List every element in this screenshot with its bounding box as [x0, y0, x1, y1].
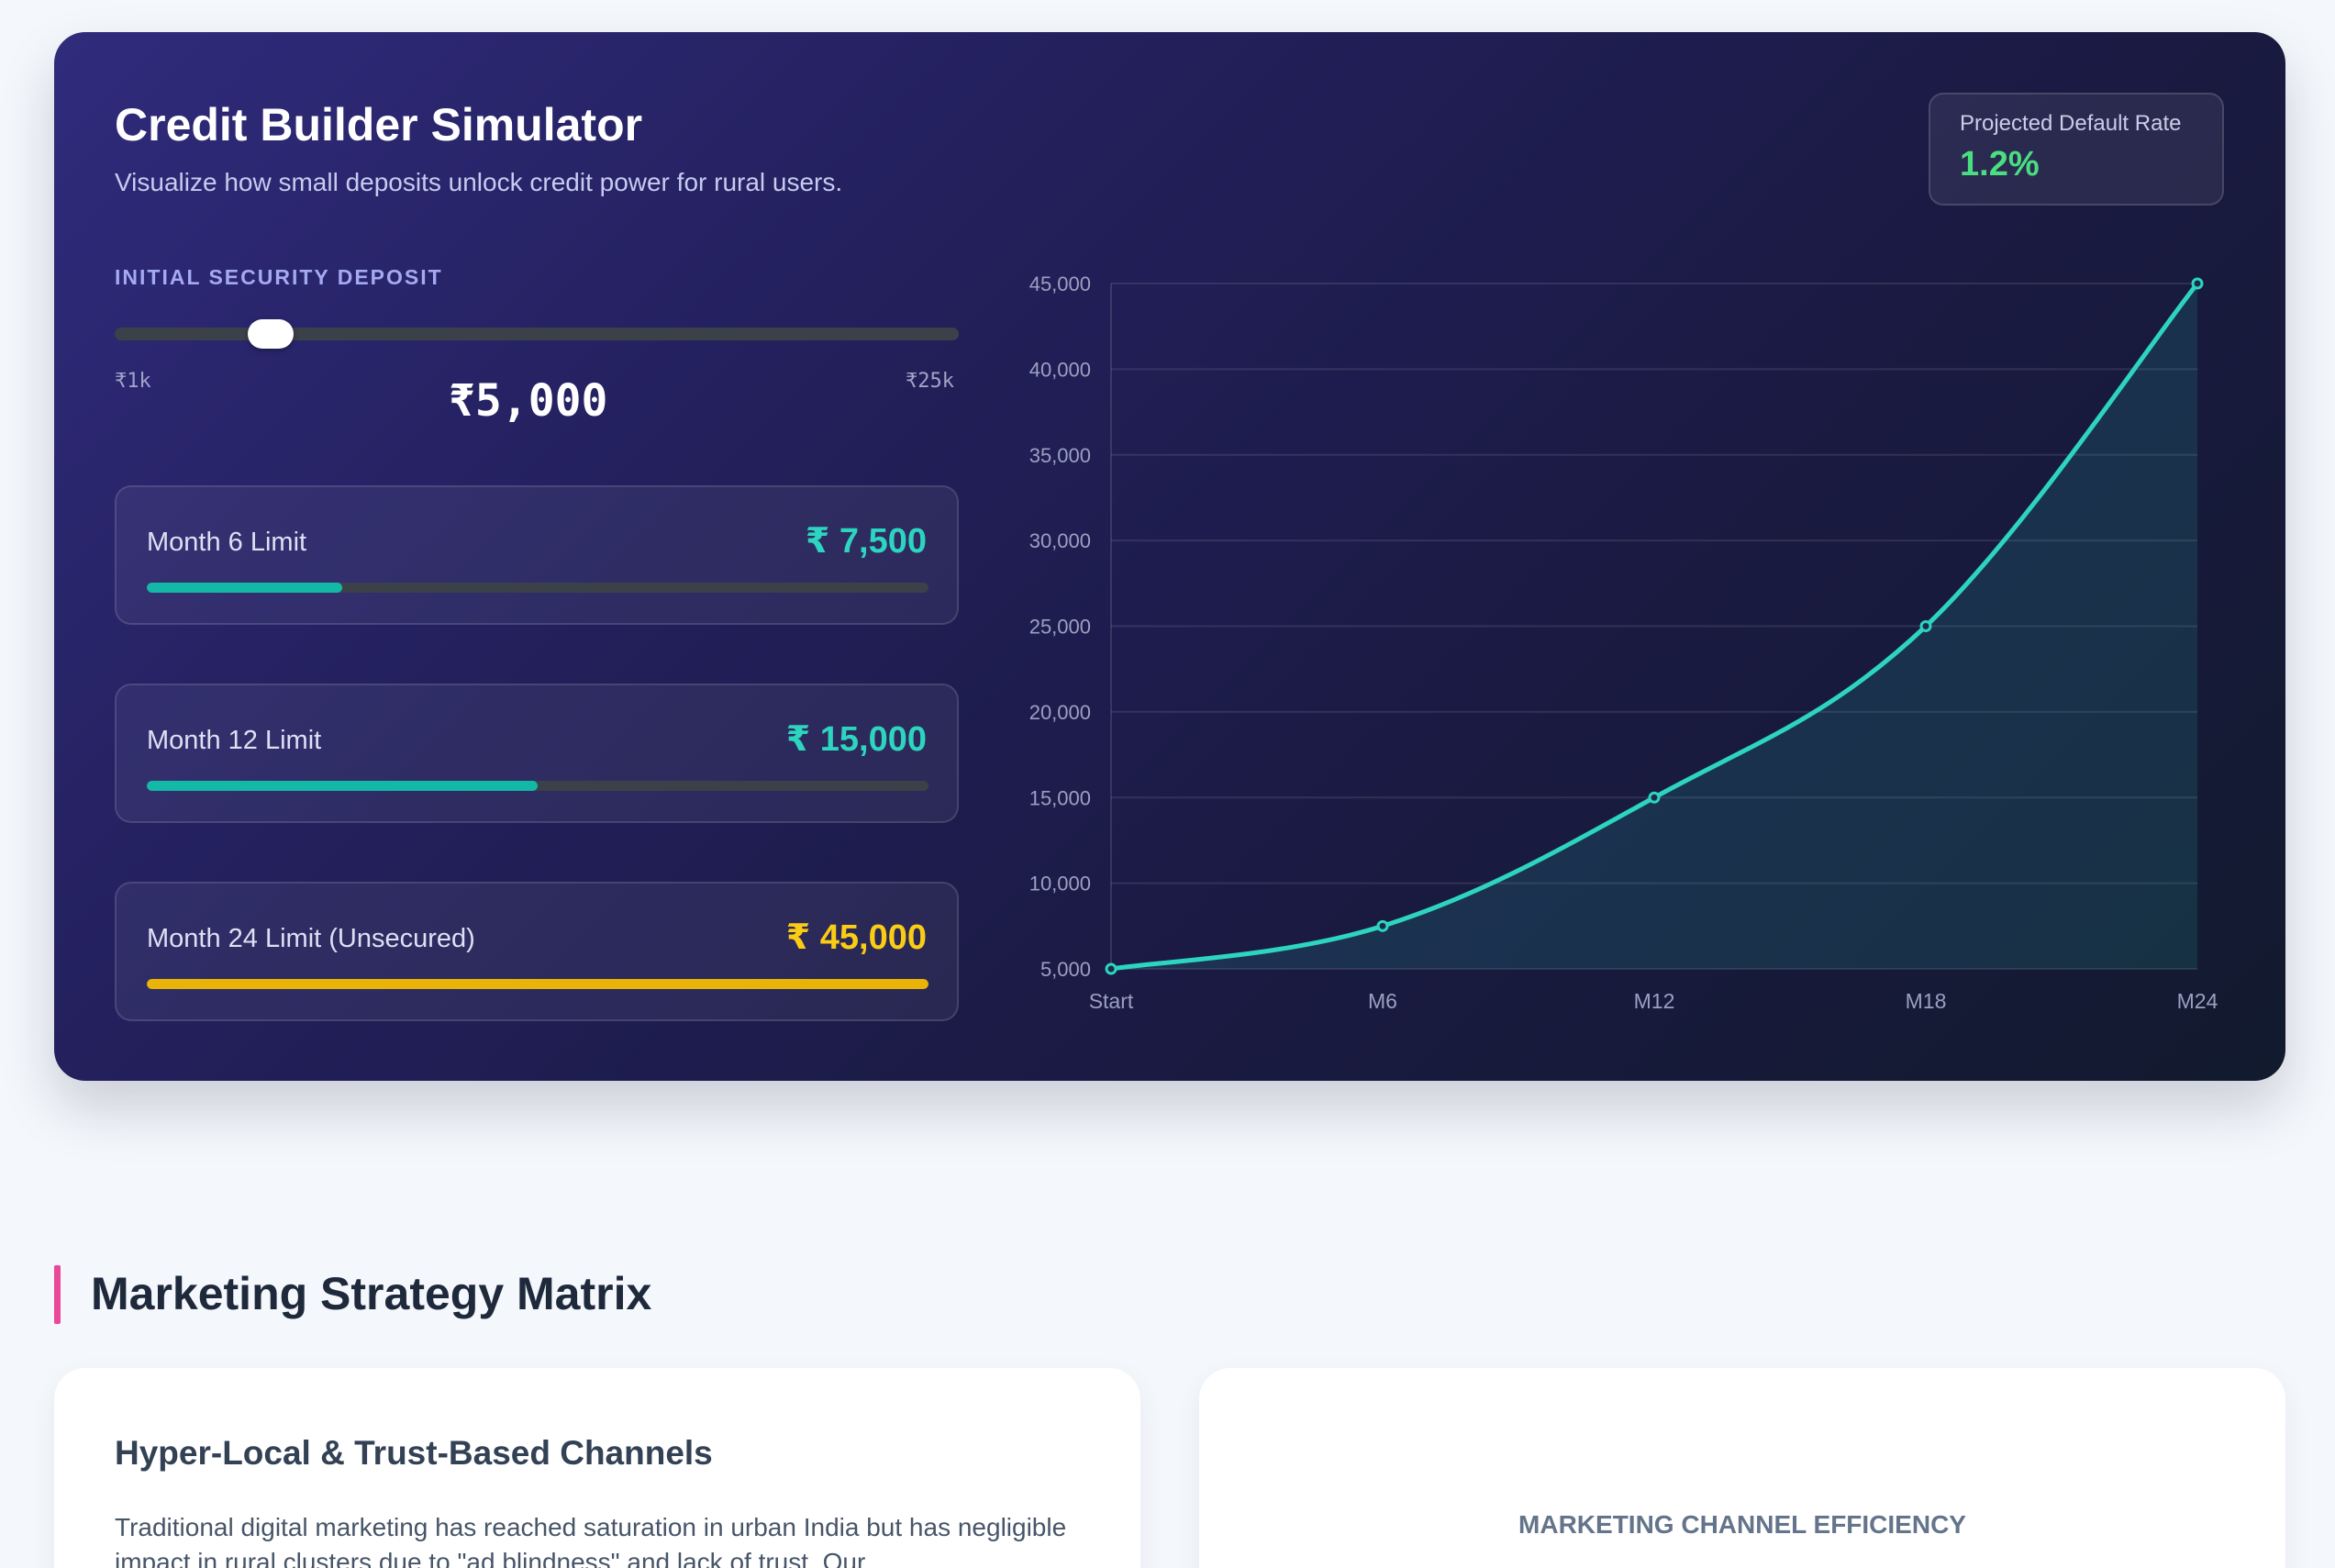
data-point — [2191, 277, 2204, 290]
section-title: Marketing Strategy Matrix — [91, 1268, 652, 1319]
limit-card-month-24: Month 24 Limit (Unsecured) ₹ 45,000 — [115, 882, 959, 1021]
credit-builder-simulator-card: Credit Builder Simulator Visualize how s… — [54, 32, 2285, 1081]
x-tick-label: M18 — [1906, 989, 1947, 1013]
limit-name: Month 6 Limit — [147, 528, 307, 557]
y-tick-label: 5,000 — [1040, 958, 1091, 981]
default-rate-label: Projected Default Rate — [1960, 111, 2182, 136]
limit-progress-bar — [147, 583, 928, 593]
deposit-slider-track[interactable] — [115, 328, 959, 340]
y-tick-label: 25,000 — [1029, 616, 1091, 639]
default-rate-value: 1.2% — [1960, 145, 2040, 183]
channel-efficiency-panel: MARKETING CHANNEL EFFICIENCY — [1199, 1368, 2285, 1568]
y-tick-label: 45,000 — [1029, 272, 1091, 295]
data-point — [1105, 962, 1117, 975]
channel-efficiency-chart-title: MARKETING CHANNEL EFFICIENCY — [1518, 1510, 1966, 1539]
deposit-slider-max: ₹25k — [906, 370, 954, 393]
limit-name: Month 12 Limit — [147, 726, 322, 755]
trust-channels-panel: Hyper-Local & Trust-Based Channels Tradi… — [54, 1368, 1140, 1568]
x-tick-label: Start — [1089, 989, 1134, 1013]
default-rate-badge: Projected Default Rate 1.2% — [1929, 93, 2224, 206]
credit-growth-chart: 5,000 10,000 15,000 20,000 25,000 30,000 35,00… — [1029, 272, 2218, 1013]
limit-name: Month 24 Limit (Unsecured) — [147, 924, 475, 953]
simulator-subtitle: Visualize how small deposits unlock cred… — [115, 168, 843, 196]
limit-value: ₹ 45,000 — [785, 918, 927, 957]
limit-value: ₹ 7,500 — [805, 522, 927, 561]
deposit-value: ₹5,000 — [449, 375, 608, 427]
panel-text: Traditional digital marketing has reache… — [115, 1513, 1067, 1568]
y-tick-label: 10,000 — [1029, 873, 1091, 895]
limit-card-month-12: Month 12 Limit ₹ 15,000 — [115, 684, 959, 823]
panel-title: Hyper-Local & Trust-Based Channels — [115, 1434, 713, 1472]
simulator-title: Credit Builder Simulator — [115, 99, 643, 150]
series-area — [1111, 284, 2197, 969]
data-point — [1648, 791, 1661, 804]
limit-card-month-6: Month 6 Limit ₹ 7,500 — [115, 485, 959, 625]
section-accent-bar — [54, 1265, 61, 1324]
deposit-slider-min: ₹1k — [115, 370, 151, 393]
limit-progress-bar — [147, 979, 928, 989]
x-tick-label: M24 — [2177, 989, 2218, 1013]
y-tick-label: 20,000 — [1029, 701, 1091, 724]
limit-progress-fill — [147, 583, 342, 593]
limit-progress-fill — [147, 979, 928, 989]
data-point — [1376, 919, 1389, 932]
y-tick-label: 30,000 — [1029, 529, 1091, 552]
x-tick-label: M6 — [1368, 989, 1397, 1013]
x-tick-label: M12 — [1634, 989, 1675, 1013]
series-line — [1108, 281, 2200, 972]
y-tick-label: 15,000 — [1029, 786, 1091, 809]
limit-progress-bar — [147, 781, 928, 791]
deposit-slider-thumb[interactable] — [248, 319, 294, 349]
deposit-label: INITIAL SECURITY DEPOSIT — [115, 265, 443, 289]
limit-progress-fill — [147, 781, 538, 791]
data-point — [1919, 620, 1932, 632]
y-tick-label: 35,000 — [1029, 444, 1091, 467]
y-tick-label: 40,000 — [1029, 358, 1091, 381]
limit-value: ₹ 15,000 — [785, 720, 927, 759]
